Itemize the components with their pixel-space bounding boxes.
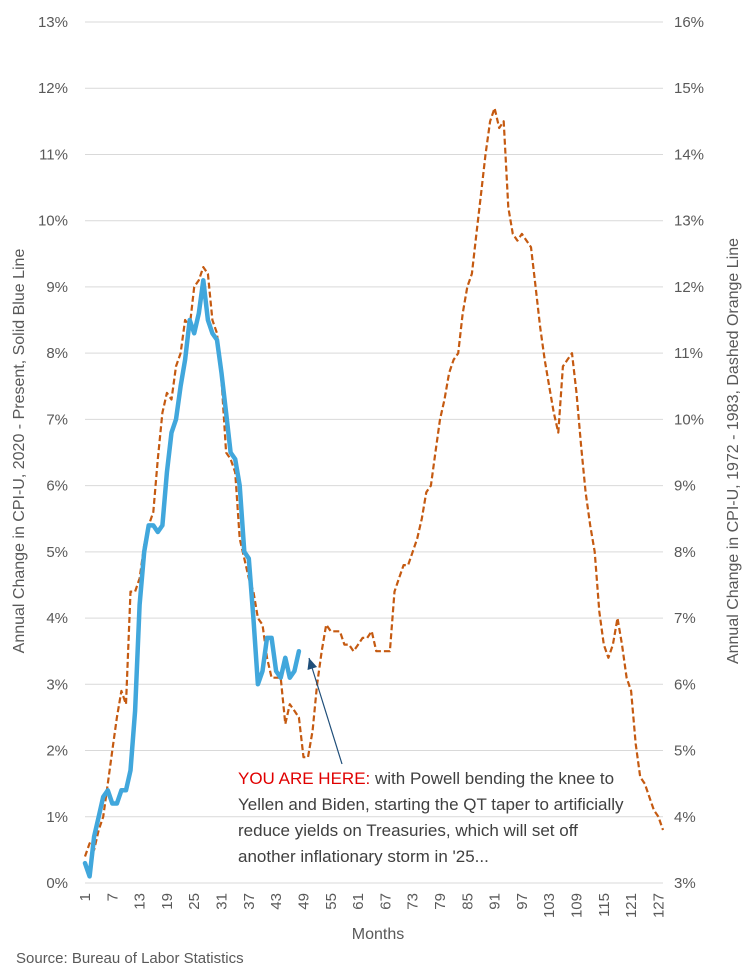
y-right-tick-label: 11% (674, 345, 703, 362)
x-tick-label: 73 (405, 893, 422, 910)
left-axis-ticks: 0% 1% 2% 3% 4% 5% 6% 7% 8% 9% 10% 11% 12% 13% (38, 14, 68, 892)
x-tick-label: 37 (241, 893, 258, 910)
x-tick-label: 31 (214, 893, 231, 910)
x-tick-label: 103 (541, 893, 558, 918)
y-left-tick-label: 12% (38, 80, 68, 97)
x-tick-label: 85 (459, 893, 476, 910)
y-left-tick-label: 13% (38, 14, 68, 31)
y-right-tick-label: 12% (674, 279, 704, 296)
series-line-1972-1983 (83, 106, 665, 857)
annotation-arrow-head (307, 658, 318, 670)
x-tick-label: 1 (77, 893, 94, 901)
annotation-arrow (307, 657, 343, 765)
annotation-body: with Powell bending the knee to Yellen a… (238, 769, 624, 866)
x-axis-title: Months (352, 926, 404, 943)
y-right-tick-label: 10% (674, 411, 704, 428)
x-tick-label: 115 (596, 893, 613, 917)
y-right-tick-label: 5% (674, 743, 696, 760)
y-left-axis-title: Annual Change in CPI-U, 2020 - Present, … (11, 249, 28, 654)
y-left-tick-label: 9% (46, 279, 68, 296)
x-tick-label: 43 (268, 893, 285, 910)
source-note: Source: Bureau of Labor Statistics (16, 950, 244, 967)
y-left-tick-label: 2% (46, 743, 68, 760)
y-right-tick-label: 3% (674, 875, 696, 892)
y-right-tick-label: 14% (674, 146, 704, 163)
x-tick-label: 13 (132, 893, 149, 910)
x-tick-label: 109 (569, 893, 586, 918)
x-tick-label: 7 (104, 893, 121, 901)
annotation-text: YOU ARE HERE: with Powell bending the kn… (238, 766, 638, 870)
gridlines (85, 21, 663, 884)
y-right-tick-label: 6% (674, 676, 696, 693)
y-right-tick-label: 15% (674, 80, 704, 97)
x-tick-label: 91 (487, 893, 504, 910)
annotation-highlight: YOU ARE HERE: (238, 769, 371, 788)
right-axis-ticks: 3% 4% 5% 6% 7% 8% 9% 10% 11% 12% 13% 14% 15% 16% (674, 14, 704, 892)
x-tick-label: 127 (650, 893, 667, 918)
y-right-tick-label: 7% (674, 610, 696, 627)
x-axis-ticks: 1 7 13 19 25 31 37 43 49 55 61 67 73 79 85 91 97 103 109 11… (77, 893, 667, 918)
series-layer (82, 106, 665, 879)
x-tick-label: 55 (323, 893, 340, 910)
series-line-2020-present (82, 278, 302, 879)
y-right-tick-label: 13% (674, 213, 704, 230)
x-tick-label: 19 (159, 893, 176, 910)
y-left-tick-label: 5% (46, 544, 68, 561)
y-right-tick-label: 9% (674, 478, 696, 495)
x-tick-label: 49 (295, 893, 312, 910)
y-left-tick-label: 4% (46, 610, 68, 627)
y-left-tick-label: 11% (39, 146, 68, 163)
x-tick-label: 67 (377, 893, 394, 910)
y-right-tick-label: 8% (674, 544, 696, 561)
y-left-tick-label: 8% (46, 345, 68, 362)
x-tick-label: 121 (623, 893, 640, 918)
y-left-tick-label: 3% (46, 676, 68, 693)
y-left-tick-label: 6% (46, 478, 68, 495)
x-tick-label: 61 (350, 893, 367, 910)
y-left-tick-label: 0% (46, 875, 68, 892)
annotation-arrow-line (308, 657, 343, 765)
x-tick-label: 97 (514, 893, 531, 910)
y-right-tick-label: 16% (674, 14, 704, 31)
y-right-axis-title: Annual Change in CPI-U, 1972 - 1983, Das… (725, 238, 742, 664)
x-tick-label: 25 (186, 893, 203, 910)
y-left-tick-label: 7% (46, 411, 68, 428)
y-left-tick-label: 10% (38, 213, 68, 230)
x-tick-label: 79 (432, 893, 449, 910)
y-right-tick-label: 4% (674, 809, 696, 826)
y-left-tick-label: 1% (46, 809, 68, 826)
